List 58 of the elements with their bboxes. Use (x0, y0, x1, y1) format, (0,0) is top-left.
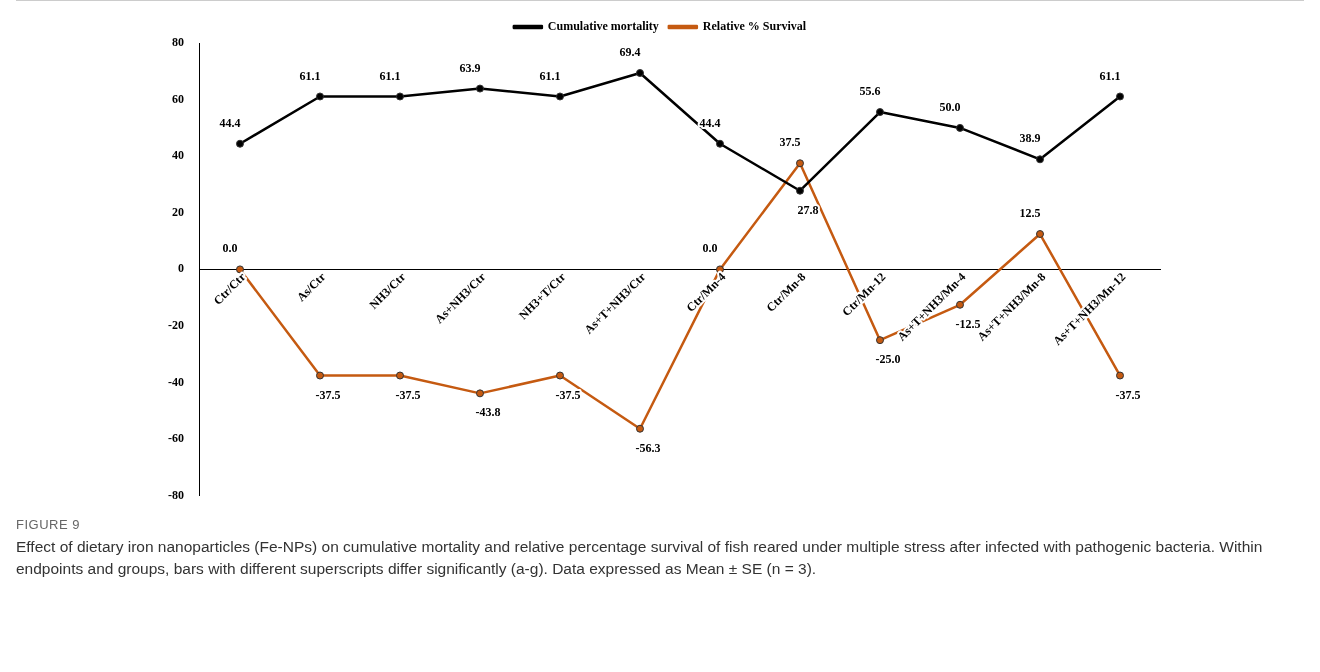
data-label: 37.5 (779, 135, 801, 150)
data-label: 44.4 (219, 115, 241, 130)
data-label: 27.8 (797, 202, 819, 217)
point (636, 424, 644, 433)
data-label: 55.6 (859, 84, 881, 99)
data-label: 61.1 (299, 68, 321, 83)
point (1036, 155, 1044, 164)
y-tick-label: 40 (172, 148, 184, 163)
y-tick-label: -80 (168, 487, 184, 502)
y-tick-label: 60 (172, 91, 184, 106)
data-label: 69.4 (619, 45, 641, 60)
data-label: -56.3 (635, 440, 661, 455)
point (476, 389, 484, 398)
point (796, 186, 804, 195)
data-label: 61.1 (1099, 68, 1121, 83)
data-label: -43.8 (475, 405, 501, 420)
point (1116, 92, 1124, 101)
legend-label: Cumulative mortality (547, 19, 659, 34)
data-label: -37.5 (315, 387, 341, 402)
data-label: 38.9 (1019, 131, 1041, 146)
legend-label: Relative % Survival (702, 19, 807, 34)
data-label: 61.1 (379, 68, 401, 83)
point (396, 92, 404, 101)
y-tick-label: 0 (178, 261, 184, 276)
y-tick-label: -20 (168, 318, 184, 333)
point (716, 139, 724, 148)
data-label: 50.0 (939, 99, 961, 114)
point (956, 123, 964, 132)
point (1036, 230, 1044, 239)
data-label: -37.5 (1115, 387, 1141, 402)
data-label: -25.0 (875, 352, 901, 367)
data-label: 63.9 (459, 60, 481, 75)
data-label: 0.0 (222, 241, 238, 256)
point (316, 371, 324, 380)
caption: FIGURE 9 (16, 517, 81, 532)
point (556, 92, 564, 101)
text: Effect of dietary iron nanoparticles (Fe-NPs) on cumulative mortality and relative percentage survival of fish reared under multiple stress after infected with pathogenic bacteria. Within endpoints and groups, bars with different superscripts differ significantly (a-g). Data expressed as Mean ± SE (n = 3). (16, 537, 1264, 579)
data-label: 44.4 (699, 115, 721, 130)
point (1116, 371, 1124, 380)
point (236, 265, 244, 274)
point (636, 69, 644, 77)
point (796, 159, 804, 168)
data-label: 61.1 (539, 68, 561, 83)
y-tick-label: 80 (172, 35, 184, 50)
data-label: 0.0 (702, 241, 718, 256)
data-label: 12.5 (1019, 206, 1041, 221)
point (556, 371, 564, 380)
y-tick-label: -60 (168, 431, 184, 446)
point (316, 92, 324, 101)
point (476, 84, 484, 93)
point (396, 371, 404, 380)
data-label: -37.5 (555, 387, 581, 402)
point (876, 336, 884, 345)
y-tick-label: -40 (168, 374, 184, 389)
data-label: -37.5 (395, 387, 421, 402)
y-tick-label: 20 (172, 204, 184, 219)
point (236, 139, 244, 148)
point (876, 108, 884, 117)
